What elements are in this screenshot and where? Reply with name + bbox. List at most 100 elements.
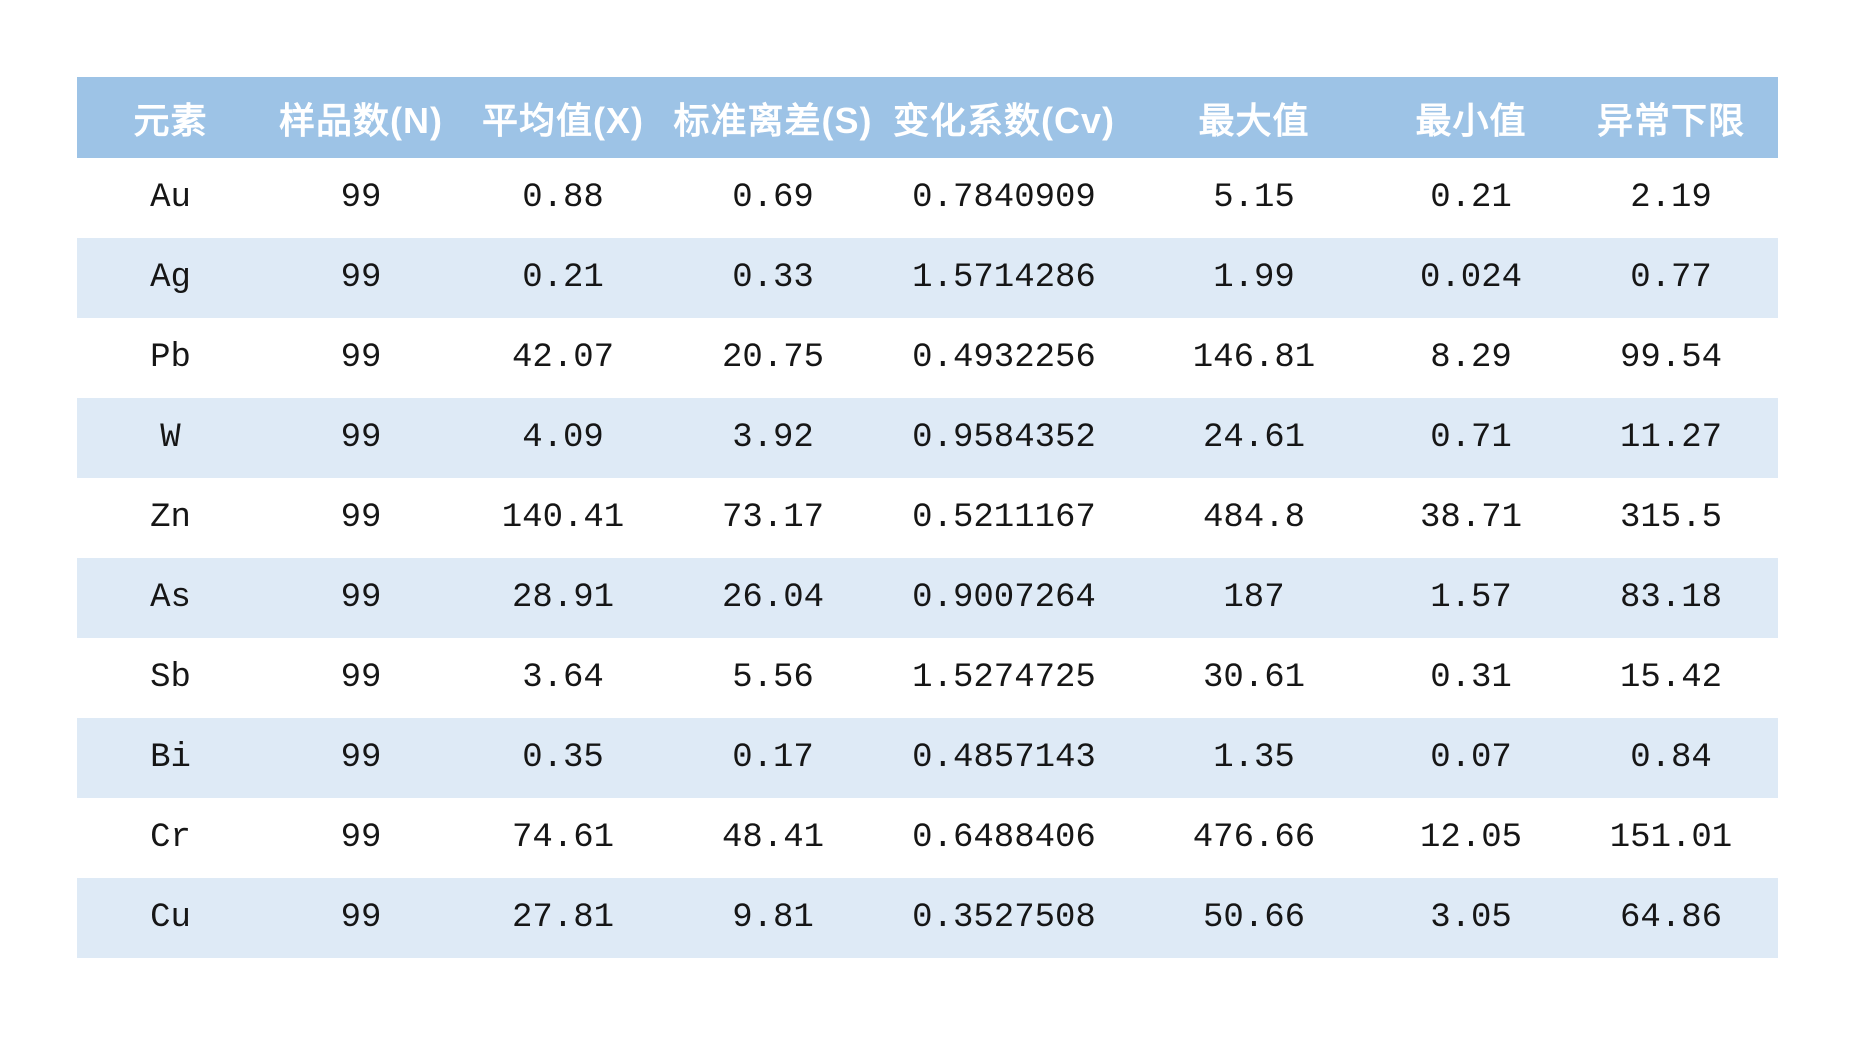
cell-anomaly-limit: 83.18 — [1619, 579, 1723, 617]
header-std-deviation: 标准离差(S) — [673, 99, 873, 141]
cell-cv: 0.6488406 — [912, 819, 1096, 857]
cell-mean: 27.81 — [511, 899, 615, 937]
cell-max: 187 — [1223, 579, 1285, 617]
cell-mean: 140.41 — [501, 499, 625, 537]
cell-max: 476.66 — [1192, 819, 1316, 857]
cell-mean: 74.61 — [511, 819, 615, 857]
cell-std-deviation: 26.04 — [721, 579, 825, 617]
cell-max: 5.15 — [1213, 179, 1295, 217]
cell-sample-count: 99 — [340, 899, 382, 937]
cell-max: 30.61 — [1202, 659, 1306, 697]
cell-min: 0.71 — [1430, 419, 1512, 457]
cell-cv: 1.5274725 — [912, 659, 1096, 697]
cell-mean: 42.07 — [511, 339, 615, 377]
table-row-bi: Bi 99 0.35 0.17 0.4857143 1.35 0.07 0.84 — [77, 718, 1778, 798]
table-row-zn: Zn 99 140.41 73.17 0.5211167 484.8 38.71… — [77, 478, 1778, 558]
cell-element: Pb — [150, 339, 191, 377]
cell-std-deviation: 0.17 — [732, 739, 814, 777]
table-row-cu: Cu 99 27.81 9.81 0.3527508 50.66 3.05 64… — [77, 878, 1778, 958]
cell-anomaly-limit: 315.5 — [1619, 499, 1723, 537]
cell-mean: 4.09 — [522, 419, 604, 457]
cell-mean: 3.64 — [522, 659, 604, 697]
cell-min: 38.71 — [1419, 499, 1523, 537]
cell-anomaly-limit: 0.84 — [1630, 739, 1712, 777]
cell-min: 1.57 — [1430, 579, 1512, 617]
table-row-pb: Pb 99 42.07 20.75 0.4932256 146.81 8.29 … — [77, 318, 1778, 398]
cell-element: Sb — [150, 659, 191, 697]
cell-min: 0.07 — [1430, 739, 1512, 777]
cell-std-deviation: 20.75 — [721, 339, 825, 377]
header-coefficient-of-variation: 变化系数(Cv) — [893, 99, 1115, 141]
table-row-ag: Ag 99 0.21 0.33 1.5714286 1.99 0.024 0.7… — [77, 238, 1778, 318]
cell-min: 0.024 — [1419, 259, 1523, 297]
cell-element: Ag — [150, 259, 191, 297]
cell-element: Zn — [150, 499, 191, 537]
cell-cv: 0.9007264 — [912, 579, 1096, 617]
cell-element: Cu — [150, 899, 191, 937]
cell-sample-count: 99 — [340, 579, 382, 617]
cell-element: Cr — [150, 819, 191, 857]
cell-std-deviation: 0.69 — [732, 179, 814, 217]
cell-std-deviation: 73.17 — [721, 499, 825, 537]
cell-mean: 0.21 — [522, 259, 604, 297]
cell-cv: 0.9584352 — [912, 419, 1096, 457]
cell-cv: 0.7840909 — [912, 179, 1096, 217]
cell-anomaly-limit: 11.27 — [1619, 419, 1723, 457]
cell-max: 1.99 — [1213, 259, 1295, 297]
cell-min: 0.21 — [1430, 179, 1512, 217]
cell-anomaly-limit: 99.54 — [1619, 339, 1723, 377]
cell-cv: 0.4857143 — [912, 739, 1096, 777]
table-row-cr: Cr 99 74.61 48.41 0.6488406 476.66 12.05… — [77, 798, 1778, 878]
cell-anomaly-limit: 0.77 — [1630, 259, 1712, 297]
cell-sample-count: 99 — [340, 419, 382, 457]
cell-sample-count: 99 — [340, 819, 382, 857]
cell-element: As — [150, 579, 191, 617]
statistics-table-container: 元素 样品数(N) 平均值(X) 标准离差(S) 变化系数(Cv) 最大值 最小… — [77, 77, 1778, 958]
header-max-value: 最大值 — [1198, 99, 1310, 141]
cell-anomaly-limit: 15.42 — [1619, 659, 1723, 697]
cell-sample-count: 99 — [340, 499, 382, 537]
cell-sample-count: 99 — [340, 339, 382, 377]
cell-std-deviation: 9.81 — [732, 899, 814, 937]
cell-cv: 0.3527508 — [912, 899, 1096, 937]
cell-cv: 0.5211167 — [912, 499, 1096, 537]
cell-max: 50.66 — [1202, 899, 1306, 937]
header-mean: 平均值(X) — [482, 99, 644, 141]
cell-anomaly-limit: 151.01 — [1609, 819, 1733, 857]
cell-anomaly-limit: 2.19 — [1630, 179, 1712, 217]
cell-element: Au — [150, 179, 191, 217]
cell-cv: 0.4932256 — [912, 339, 1096, 377]
cell-std-deviation: 0.33 — [732, 259, 814, 297]
cell-min: 8.29 — [1430, 339, 1512, 377]
element-statistics-table: 元素 样品数(N) 平均值(X) 标准离差(S) 变化系数(Cv) 最大值 最小… — [77, 77, 1778, 958]
cell-mean: 0.35 — [522, 739, 604, 777]
table-row-sb: Sb 99 3.64 5.56 1.5274725 30.61 0.31 15.… — [77, 638, 1778, 718]
cell-element: Bi — [150, 739, 191, 777]
cell-sample-count: 99 — [340, 259, 382, 297]
cell-max: 24.61 — [1202, 419, 1306, 457]
cell-max: 484.8 — [1202, 499, 1306, 537]
table-row-w: W 99 4.09 3.92 0.9584352 24.61 0.71 11.2… — [77, 398, 1778, 478]
header-sample-count: 样品数(N) — [279, 99, 443, 141]
cell-sample-count: 99 — [340, 739, 382, 777]
cell-min: 3.05 — [1430, 899, 1512, 937]
cell-element: W — [160, 419, 181, 457]
cell-max: 1.35 — [1213, 739, 1295, 777]
cell-sample-count: 99 — [340, 659, 382, 697]
cell-anomaly-limit: 64.86 — [1619, 899, 1723, 937]
header-min-value: 最小值 — [1415, 99, 1527, 141]
table-row-as: As 99 28.91 26.04 0.9007264 187 1.57 83.… — [77, 558, 1778, 638]
header-row: 元素 样品数(N) 平均值(X) 标准离差(S) 变化系数(Cv) 最大值 最小… — [77, 77, 1778, 158]
cell-std-deviation: 3.92 — [732, 419, 814, 457]
header-element: 元素 — [133, 99, 208, 141]
cell-std-deviation: 48.41 — [721, 819, 825, 857]
cell-max: 146.81 — [1192, 339, 1316, 377]
cell-mean: 28.91 — [511, 579, 615, 617]
table-row-au: Au 99 0.88 0.69 0.7840909 5.15 0.21 2.19 — [77, 158, 1778, 238]
cell-cv: 1.5714286 — [912, 259, 1096, 297]
cell-sample-count: 99 — [340, 179, 382, 217]
header-anomaly-lower-limit: 异常下限 — [1596, 99, 1745, 141]
cell-std-deviation: 5.56 — [732, 659, 814, 697]
cell-min: 12.05 — [1419, 819, 1523, 857]
cell-min: 0.31 — [1430, 659, 1512, 697]
